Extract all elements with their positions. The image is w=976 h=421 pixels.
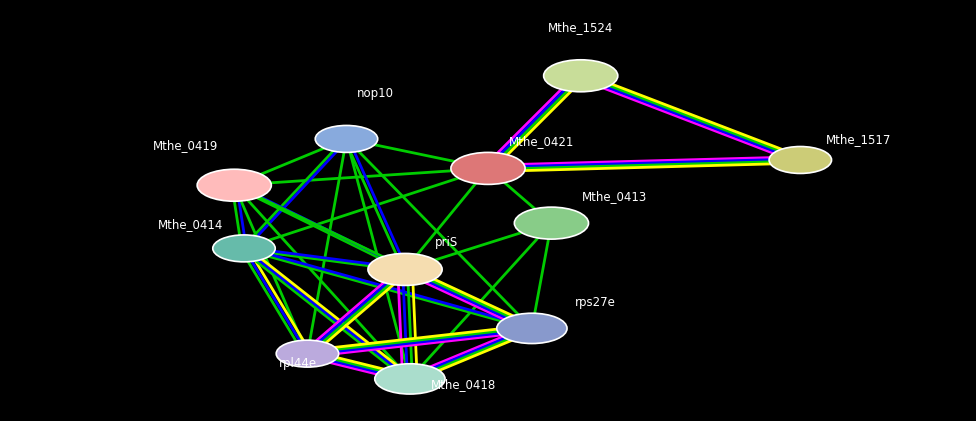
Circle shape — [368, 253, 442, 285]
Circle shape — [375, 364, 445, 394]
Circle shape — [451, 152, 525, 184]
Text: Mthe_0414: Mthe_0414 — [158, 218, 223, 231]
Circle shape — [544, 60, 618, 92]
Text: Mthe_1517: Mthe_1517 — [827, 133, 891, 147]
Text: Mthe_0421: Mthe_0421 — [509, 135, 574, 148]
Text: Mthe_1524: Mthe_1524 — [549, 21, 613, 35]
Text: Mthe_0419: Mthe_0419 — [153, 139, 218, 152]
Text: Mthe_0418: Mthe_0418 — [431, 378, 496, 391]
Circle shape — [276, 340, 339, 367]
Circle shape — [197, 169, 271, 201]
Text: rps27e: rps27e — [575, 296, 616, 309]
Text: rpl44e: rpl44e — [278, 357, 317, 370]
Text: nop10: nop10 — [357, 87, 394, 100]
Circle shape — [769, 147, 832, 173]
Text: Mthe_0413: Mthe_0413 — [583, 190, 647, 203]
Circle shape — [514, 207, 589, 239]
Circle shape — [315, 125, 378, 152]
Circle shape — [497, 313, 567, 344]
Text: priS: priS — [434, 236, 458, 249]
Circle shape — [213, 235, 275, 262]
